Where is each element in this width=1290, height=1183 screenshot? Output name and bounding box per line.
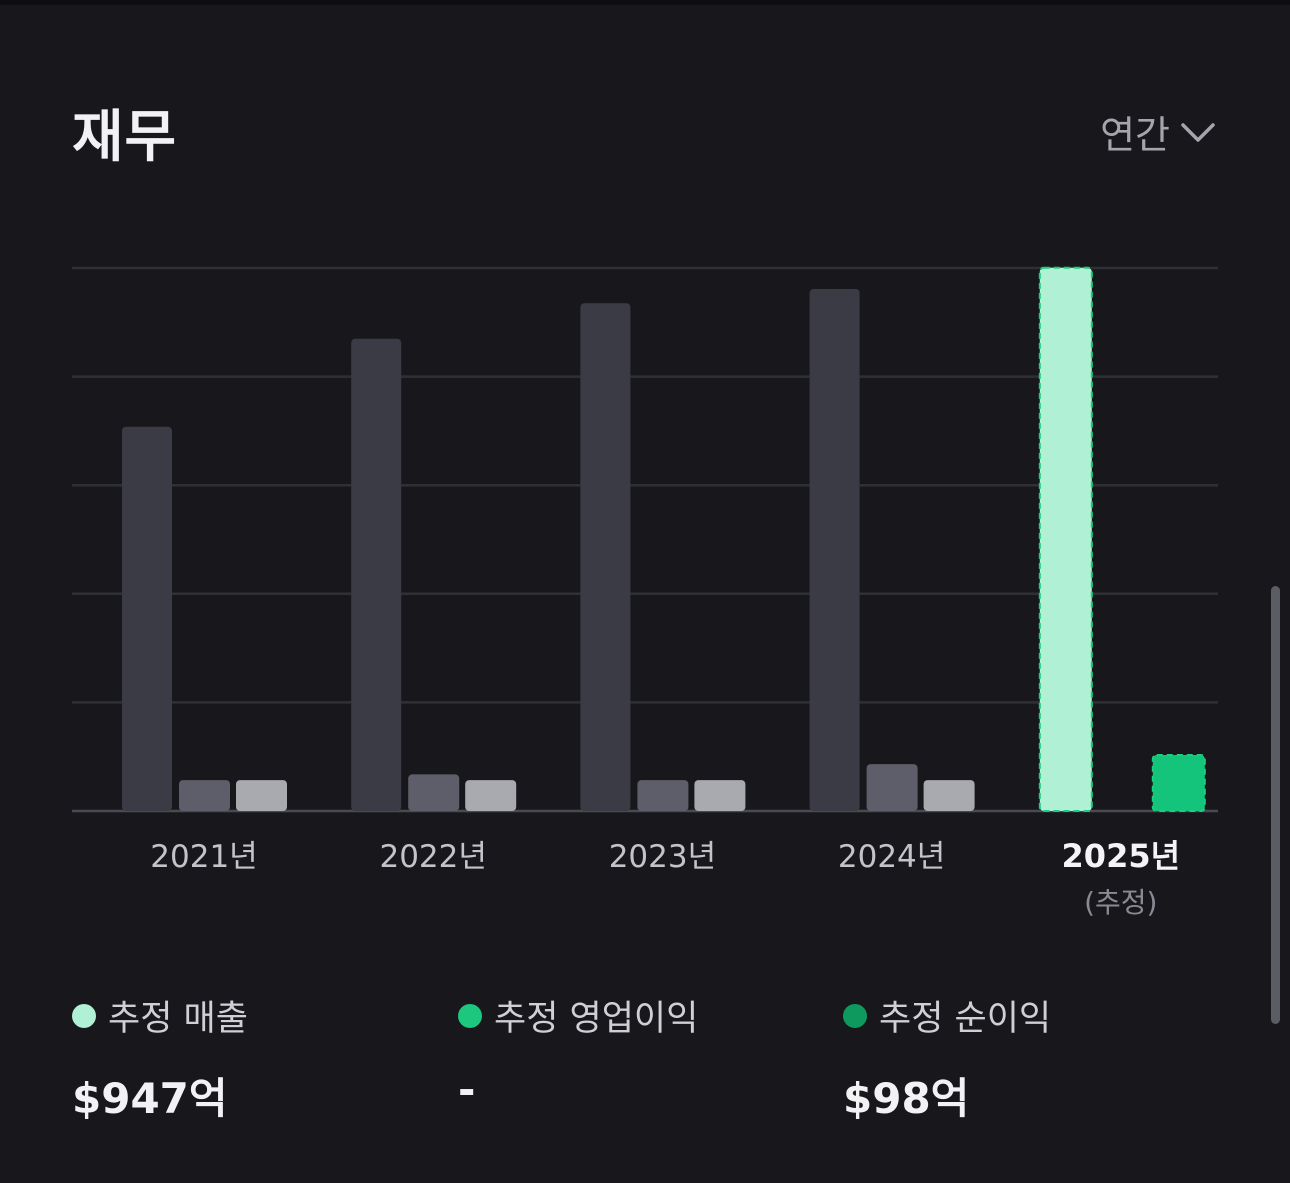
period-selector[interactable]: 연간 [1100, 104, 1216, 159]
scrollbar[interactable] [1271, 586, 1280, 1024]
x-tick-sublabel: (추정) [1084, 886, 1157, 919]
x-tick-label: 2024년 [838, 839, 945, 875]
legend-item-net-income: 추정 순이익 $98억 [843, 990, 1051, 1126]
bar-net-income-2 [465, 780, 517, 811]
legend-value-net-income: $98억 [843, 1074, 970, 1123]
section-title: 재무 [72, 105, 178, 170]
chevron-down-icon [1181, 122, 1215, 142]
x-tick-label: 2021년 [150, 839, 257, 875]
period-label: 연간 [1100, 113, 1170, 157]
bar-net-income-4 [923, 780, 975, 811]
bar-operating-profit-1 [179, 780, 230, 811]
bar-net-income-5 [1151, 753, 1206, 812]
bar-revenue-4 [809, 288, 860, 811]
legend: 추정 매출 $947억 추정 영업이익 - 추정 순이익 $98억 [0, 990, 1290, 1140]
x-tick-label: 2022년 [379, 839, 486, 875]
legend-item-operating-profit: 추정 영업이익 - [458, 990, 698, 1114]
bar-revenue-3 [580, 303, 631, 811]
bar-revenue-1 [122, 426, 172, 811]
legend-label-revenue: 추정 매출 [108, 999, 248, 1039]
bar-revenue-2 [351, 338, 402, 811]
financial-bar-chart: 2021년 2022년 2023년 2024년 2025년 (추정) [72, 266, 1218, 919]
legend-item-revenue: 추정 매출 $947억 [72, 990, 248, 1126]
legend-dot-operating-profit [458, 1003, 482, 1028]
legend-label-operating-profit: 추정 영업이익 [494, 999, 699, 1039]
x-tick-label: 2025년 [1062, 837, 1181, 875]
legend-value-revenue: $947억 [72, 1074, 228, 1123]
legend-dot-net-income [843, 1003, 867, 1028]
legend-label-net-income: 추정 순이익 [879, 999, 1052, 1039]
bar-net-income-1 [236, 780, 287, 811]
bar-revenue-5 [1038, 266, 1093, 813]
bar-operating-profit-2 [408, 774, 460, 811]
bar-operating-profit-3 [637, 780, 689, 811]
x-tick-label: 2023년 [609, 839, 716, 875]
bar-net-income-3 [694, 780, 746, 811]
legend-value-operating-profit: - [458, 1065, 476, 1114]
legend-dot-revenue [72, 1003, 96, 1028]
top-divider [0, 0, 1290, 5]
bar-operating-profit-4 [866, 764, 918, 811]
